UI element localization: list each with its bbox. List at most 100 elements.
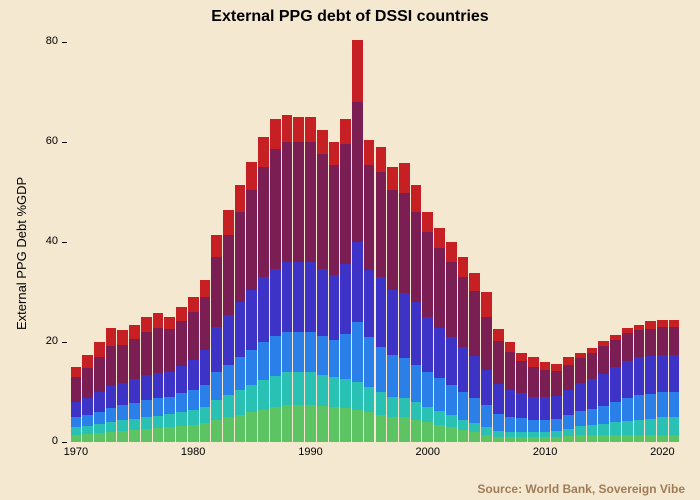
bar-segment <box>188 297 199 312</box>
bar-segment <box>458 430 469 443</box>
bar-segment <box>223 235 234 315</box>
stacked-bar <box>516 32 527 442</box>
bar-segment <box>364 140 375 165</box>
bar-segment <box>622 361 633 399</box>
stacked-bar <box>129 32 140 442</box>
bar-segment <box>516 437 527 442</box>
bar-segment <box>669 392 680 417</box>
bar-segment <box>176 426 187 442</box>
bar-segment <box>235 212 246 302</box>
bar-segment <box>246 190 257 290</box>
bar-segment <box>129 419 140 431</box>
bar-segment <box>364 412 375 442</box>
bar-segment <box>129 430 140 442</box>
bar-segment <box>481 317 492 370</box>
bar-segment <box>94 392 105 412</box>
stacked-bar <box>575 32 586 442</box>
bar-segment <box>270 336 281 376</box>
bar-segment <box>493 329 504 342</box>
bar-segment <box>610 340 621 368</box>
bar-segment <box>305 405 316 443</box>
bar-segment <box>317 269 328 337</box>
bar-segment <box>399 417 410 442</box>
bar-segment <box>634 325 645 330</box>
bar-segment <box>141 332 152 375</box>
bar-segment <box>117 420 128 431</box>
bar-segment <box>516 353 527 361</box>
bar-segment <box>469 398 480 423</box>
bar-segment <box>481 427 492 435</box>
bar-segment <box>305 142 316 262</box>
bar-segment <box>540 397 551 420</box>
stacked-bar <box>376 32 387 442</box>
stacked-bar <box>246 32 257 442</box>
bar-segment <box>129 339 140 379</box>
bar-segment <box>622 435 633 443</box>
bar-segment <box>352 382 363 410</box>
source-citation: Source: World Bank, Sovereign Vibe <box>477 482 685 496</box>
bar-segment <box>153 428 164 442</box>
bar-segment <box>634 330 645 358</box>
bar-segment <box>223 210 234 235</box>
stacked-bar <box>340 32 351 442</box>
bar-segment <box>153 328 164 373</box>
stacked-bar <box>434 32 445 442</box>
bar-segment <box>246 412 257 442</box>
bar-segment <box>598 346 609 374</box>
bar-segment <box>575 411 586 426</box>
bar-segment <box>399 293 410 358</box>
bar-segment <box>129 403 140 419</box>
bar-segment <box>235 415 246 443</box>
bar-segment <box>634 420 645 435</box>
bar-segment <box>117 383 128 406</box>
bar-segment <box>563 357 574 365</box>
bar-segment <box>434 328 445 378</box>
bar-segment <box>141 400 152 418</box>
y-tick-label: 0 <box>28 435 58 447</box>
bar-segment <box>434 425 445 443</box>
bar-segment <box>657 392 668 417</box>
bar-segment <box>71 417 82 427</box>
bar-segment <box>551 371 562 396</box>
bar-segment <box>610 335 621 340</box>
bar-segment <box>106 408 117 422</box>
stacked-bar <box>71 32 82 442</box>
bar-segment <box>575 435 586 443</box>
bar-segment <box>317 336 328 375</box>
bar-segment <box>528 397 539 420</box>
bar-segment <box>575 353 586 358</box>
bar-segment <box>516 361 527 394</box>
stacked-bar <box>622 32 633 442</box>
stacked-bar <box>505 32 516 442</box>
stacked-bar <box>669 32 680 442</box>
bar-segment <box>387 397 398 417</box>
bar-segment <box>516 432 527 437</box>
bar-segment <box>82 434 93 442</box>
bar-segment <box>153 313 164 328</box>
bar-segment <box>71 435 82 443</box>
bar-segment <box>528 420 539 433</box>
bar-segment <box>575 426 586 435</box>
bar-segment <box>563 436 574 442</box>
bar-segment <box>293 332 304 372</box>
bar-segment <box>200 423 211 442</box>
bar-segment <box>94 433 105 442</box>
bar-segment <box>411 302 422 365</box>
bar-segment <box>551 431 562 437</box>
bar-segment <box>117 345 128 383</box>
bar-segment <box>200 407 211 423</box>
bar-segment <box>551 437 562 442</box>
bar-segment <box>528 432 539 437</box>
stacked-bar <box>598 32 609 442</box>
bar-segment <box>270 269 281 337</box>
bar-segment <box>329 377 340 407</box>
bar-segment <box>223 395 234 418</box>
bar-segment <box>575 358 586 383</box>
bar-segment <box>458 420 469 430</box>
bar-segment <box>634 395 645 420</box>
bar-segment <box>223 315 234 365</box>
stacked-bar <box>200 32 211 442</box>
bar-segment <box>469 273 480 291</box>
stacked-bar <box>657 32 668 442</box>
bar-segment <box>422 212 433 232</box>
